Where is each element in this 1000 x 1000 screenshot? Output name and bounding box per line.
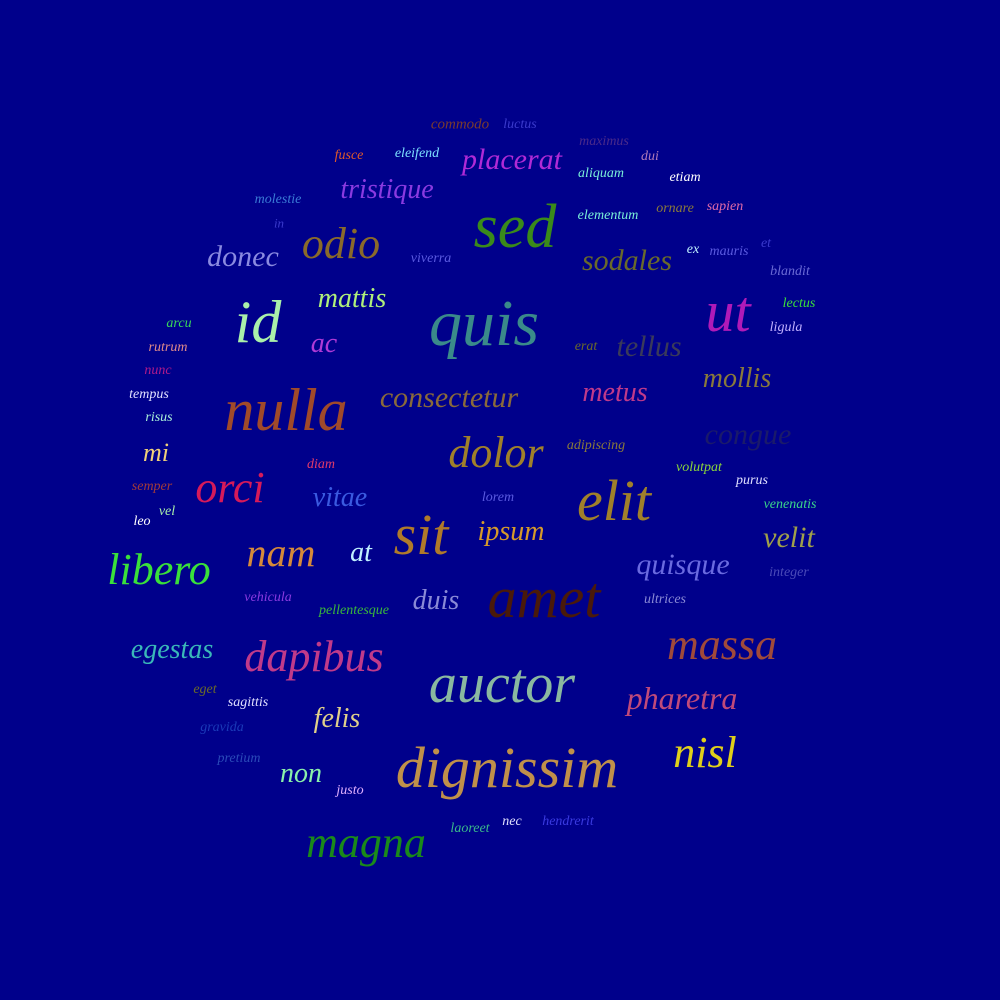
cloud-word-molestie: molestie bbox=[254, 192, 302, 207]
cloud-word-pharetra: pharetra bbox=[626, 680, 738, 716]
cloud-word-sodales: sodales bbox=[582, 244, 672, 277]
cloud-word-et: et bbox=[760, 236, 772, 251]
cloud-word-leo: leo bbox=[133, 514, 151, 529]
cloud-word-diam: diam bbox=[307, 457, 335, 472]
cloud-word-magna: magna bbox=[306, 818, 426, 867]
cloud-word-ex: ex bbox=[686, 242, 700, 257]
cloud-word-risus: risus bbox=[145, 410, 173, 425]
cloud-word-in: in bbox=[273, 215, 285, 231]
cloud-word-sagittis: sagittis bbox=[227, 695, 269, 710]
cloud-word-semper: semper bbox=[131, 479, 173, 494]
cloud-word-quis: quis bbox=[428, 287, 540, 360]
cloud-word-rutrum: rutrum bbox=[148, 340, 188, 355]
cloud-word-ut: ut bbox=[705, 279, 751, 344]
cloud-word-commodo: commodo bbox=[430, 116, 490, 133]
cloud-word-luctus: luctus bbox=[503, 117, 537, 132]
cloud-word-vehicula: vehicula bbox=[244, 590, 292, 605]
cloud-word-velit: velit bbox=[763, 521, 815, 554]
cloud-word-nisl: nisl bbox=[673, 728, 737, 777]
cloud-word-metus: metus bbox=[582, 377, 648, 408]
cloud-word-sit: sit bbox=[393, 502, 449, 567]
cloud-word-integer: integer bbox=[769, 565, 809, 580]
cloud-word-at: at bbox=[350, 537, 372, 568]
cloud-word-amet: amet bbox=[487, 565, 601, 630]
cloud-word-ac: ac bbox=[310, 328, 338, 359]
cloud-word-pretium: pretium bbox=[217, 751, 261, 766]
cloud-word-libero: libero bbox=[107, 545, 211, 594]
cloud-word-pellentesque: pellentesque bbox=[319, 603, 389, 618]
cloud-word-justo: justo bbox=[336, 783, 364, 798]
cloud-word-gravida: gravida bbox=[200, 720, 244, 735]
cloud-word-purus: purus bbox=[736, 473, 768, 488]
cloud-word-duis: duis bbox=[412, 585, 460, 616]
cloud-word-hendrerit: hendrerit bbox=[542, 814, 594, 829]
cloud-word-nam: nam bbox=[246, 530, 316, 575]
cloud-word-ultrices: ultrices bbox=[644, 592, 686, 607]
cloud-word-erat: erat bbox=[574, 339, 598, 354]
cloud-word-nec: nec bbox=[502, 814, 522, 829]
cloud-word-dapibus: dapibus bbox=[244, 632, 384, 681]
cloud-word-eget: eget bbox=[193, 682, 217, 697]
cloud-word-ornare: ornare bbox=[656, 201, 694, 216]
cloud-word-vitae: vitae bbox=[312, 482, 368, 513]
cloud-word-lectus: lectus bbox=[782, 296, 816, 311]
cloud-word-placerat: placerat bbox=[462, 143, 562, 176]
cloud-word-auctor: auctor bbox=[428, 653, 576, 715]
cloud-word-nunc: nunc bbox=[144, 363, 172, 378]
cloud-word-ligula: ligula bbox=[769, 320, 803, 335]
cloud-word-ipsum: ipsum bbox=[477, 516, 545, 547]
cloud-word-tellus: tellus bbox=[616, 330, 682, 363]
cloud-word-mattis: mattis bbox=[317, 283, 387, 314]
cloud-word-mi: mi bbox=[143, 438, 169, 467]
cloud-word-dui: dui bbox=[641, 149, 659, 164]
cloud-word-blandit: blandit bbox=[770, 264, 810, 279]
cloud-word-laoreet: laoreet bbox=[450, 821, 490, 836]
cloud-word-dolor: dolor bbox=[448, 428, 544, 477]
cloud-word-volutpat: volutpat bbox=[676, 460, 722, 475]
cloud-word-non: non bbox=[280, 758, 322, 789]
cloud-word-tempus: tempus bbox=[129, 387, 169, 402]
cloud-word-tristique: tristique bbox=[340, 174, 434, 205]
cloud-word-orci: orci bbox=[195, 463, 265, 512]
cloud-word-sapien: sapien bbox=[706, 199, 744, 214]
cloud-word-felis: felis bbox=[313, 703, 361, 734]
cloud-word-fusce: fusce bbox=[334, 148, 364, 163]
cloud-word-aliquam: aliquam bbox=[578, 166, 624, 181]
cloud-word-mollis: mollis bbox=[702, 363, 772, 394]
cloud-word-massa: massa bbox=[666, 620, 778, 669]
cloud-word-eleifend: eleifend bbox=[394, 146, 440, 161]
cloud-word-donec: donec bbox=[207, 240, 279, 273]
cloud-word-odio: odio bbox=[301, 219, 381, 268]
cloud-word-quisque: quisque bbox=[636, 548, 730, 581]
cloud-word-nulla: nulla bbox=[224, 377, 348, 443]
cloud-word-dignissim: dignissim bbox=[395, 735, 619, 800]
cloud-word-viverra: viverra bbox=[410, 251, 452, 266]
cloud-word-lorem: lorem bbox=[481, 490, 515, 505]
cloud-word-egestas: egestas bbox=[130, 634, 214, 665]
cloud-word-venenatis: venenatis bbox=[763, 497, 817, 512]
cloud-word-elementum: elementum bbox=[577, 208, 639, 223]
cloud-word-adipiscing: adipiscing bbox=[566, 438, 626, 453]
cloud-word-consectetur: consectetur bbox=[379, 381, 519, 414]
cloud-word-maximus: maximus bbox=[579, 134, 629, 149]
cloud-word-mauris: mauris bbox=[709, 244, 749, 259]
cloud-word-etiam: etiam bbox=[669, 170, 701, 185]
cloud-word-congue: congue bbox=[704, 418, 792, 451]
cloud-word-elit: elit bbox=[576, 468, 652, 533]
cloud-word-arcu: arcu bbox=[166, 316, 192, 331]
cloud-word-vel: vel bbox=[158, 504, 176, 519]
cloud-word-id: id bbox=[234, 289, 282, 355]
cloud-word-sed: sed bbox=[473, 193, 557, 261]
